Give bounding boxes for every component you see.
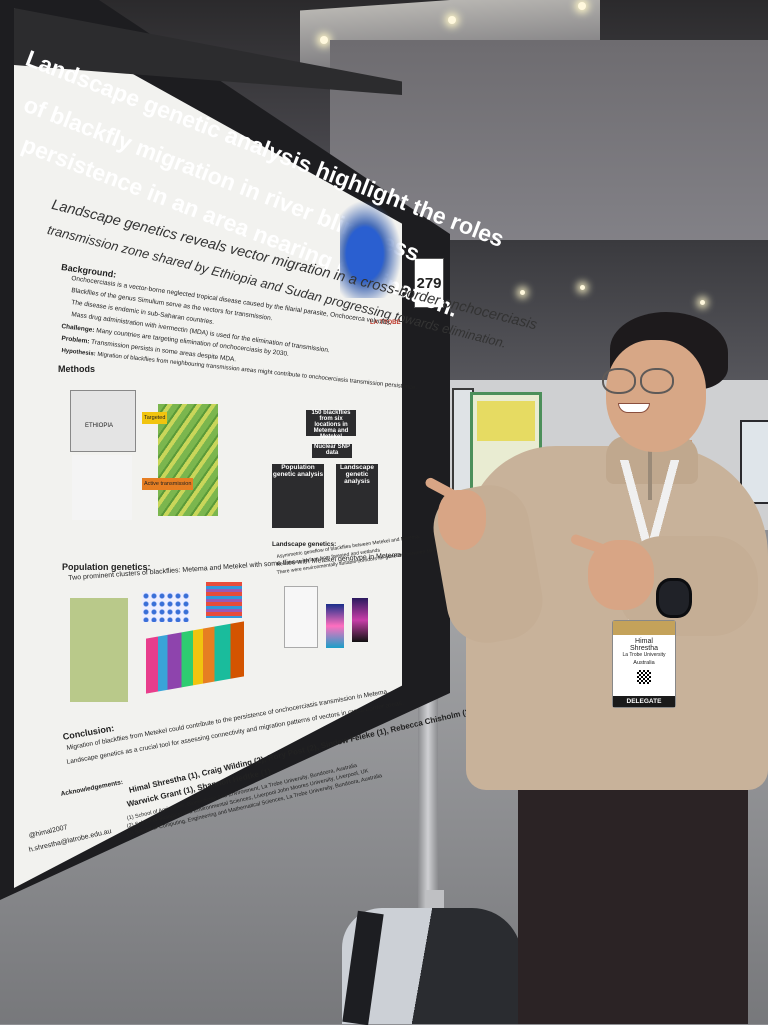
map-tag-targeted: Targeted (142, 412, 168, 424)
spotlight (580, 285, 585, 290)
trousers (518, 744, 748, 1024)
hypothesis-label: Hypothesis: (61, 347, 96, 358)
map-tag-active: Active transmission (142, 478, 194, 490)
university-logo: LA TROBE (370, 320, 401, 326)
study-area-map (158, 404, 218, 516)
challenge-label: Challenge: (61, 322, 95, 334)
badge-header (613, 621, 675, 635)
face (606, 340, 706, 452)
glasses-lens (640, 368, 674, 394)
cluster-histogram (206, 582, 242, 618)
spotlight (320, 36, 328, 44)
glasses-lens (602, 368, 636, 394)
map-label: ETHIOPIA (85, 423, 114, 429)
africa-map (72, 455, 132, 520)
spotlight (448, 16, 456, 24)
popgen-heading: Population genetics: (62, 562, 151, 572)
blackfly-illustration (340, 200, 402, 298)
ethiopia-map: ETHIOPIA (70, 390, 136, 452)
geneflow-map (284, 586, 318, 648)
cluster-map (70, 598, 128, 702)
poster-number-tag: 279 (414, 258, 444, 308)
badge-country: Australia (633, 660, 655, 666)
left-hand (438, 490, 486, 550)
qr-code (637, 670, 651, 684)
flow-box-samples: 150 blackflies from six locations in Met… (306, 410, 356, 440)
spotlight (700, 300, 705, 305)
badge-last-name: Shrestha (629, 645, 659, 652)
flow-box-landgen: Landscape genetic analysis (336, 464, 378, 524)
badge-role: DELEGATE (613, 696, 675, 707)
flow-box-snp: Nuclear SNP data (312, 444, 352, 458)
resistance-surface-map (326, 604, 344, 648)
problem-label: Problem: (61, 334, 90, 346)
landgen-heading: Landscape genetics: (272, 541, 337, 548)
pca-scatter-plot (142, 592, 190, 622)
smile (618, 403, 650, 413)
badge-first-name: Himal (635, 638, 653, 645)
corridor-map (352, 598, 368, 642)
name-badge: Himal Shrestha La Trobe University Austr… (612, 620, 676, 708)
spotlight (578, 2, 586, 10)
flow-box-popgen: Population genetic analysis (272, 464, 324, 528)
badge-organisation: La Trobe University (622, 652, 666, 658)
methods-heading: Methods (58, 364, 95, 374)
spotlight (520, 290, 525, 295)
smartwatch (656, 578, 692, 618)
